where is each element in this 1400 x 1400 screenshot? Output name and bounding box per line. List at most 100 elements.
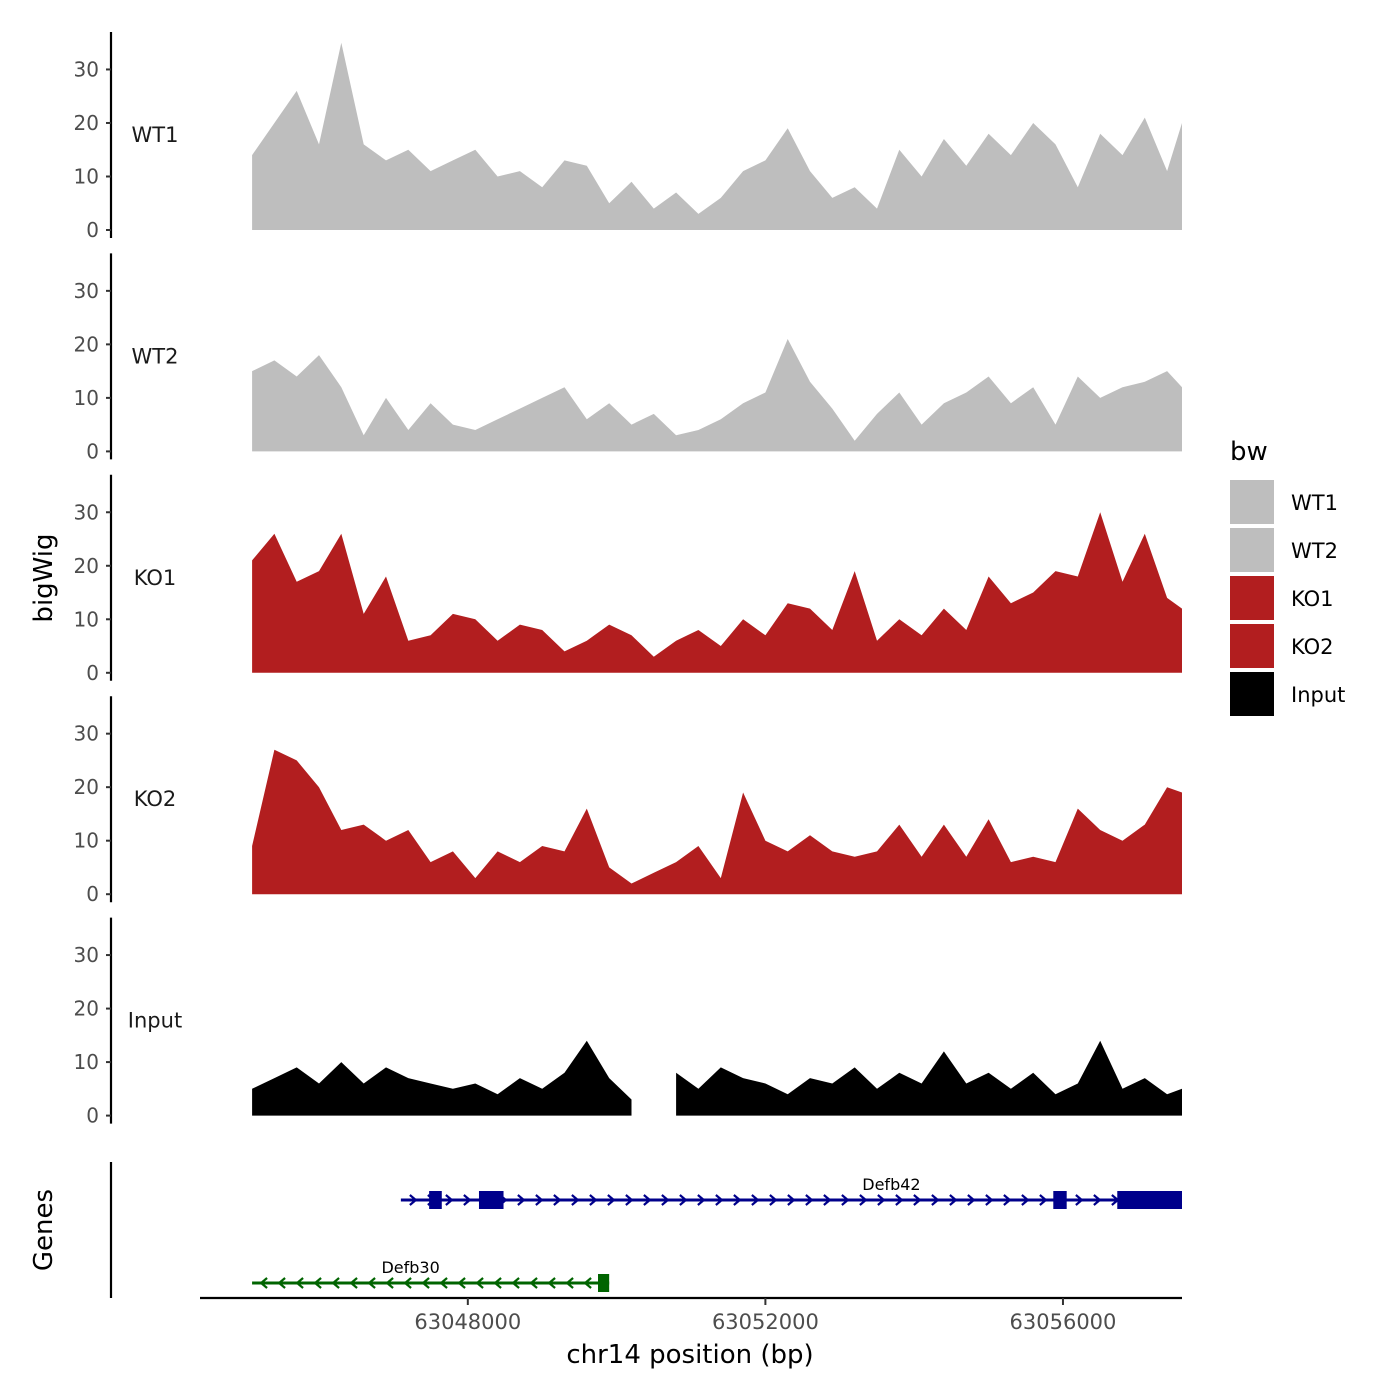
- strand-arrow: [859, 1194, 868, 1206]
- strand-arrow: [529, 1277, 538, 1289]
- legend-swatch: [1230, 480, 1274, 524]
- strand-arrow: [967, 1194, 976, 1206]
- gene-models: Defb42 Defb30: [252, 1175, 1182, 1292]
- track-wt2: 0 10 20 30 WT2: [74, 253, 1183, 463]
- track-label: WT1: [132, 123, 179, 147]
- y-tick-label: 30: [74, 722, 99, 746]
- y-tick-label: 30: [74, 279, 99, 303]
- legend: bw WT1 WT2 KO1 KO2 Input: [1230, 437, 1345, 716]
- track-label: WT2: [132, 344, 179, 368]
- strand-arrow: [733, 1194, 742, 1206]
- x-tick-label: 63048000: [414, 1310, 521, 1334]
- y-tick-label: 0: [86, 1104, 99, 1128]
- strand-arrow: [1093, 1194, 1102, 1206]
- strand-arrow: [583, 1277, 592, 1289]
- strand-arrow: [1039, 1194, 1048, 1206]
- strand-arrow: [679, 1194, 688, 1206]
- track-label: KO2: [134, 787, 177, 811]
- strand-arrow: [913, 1194, 922, 1206]
- gene-defb42: Defb42: [400, 1175, 1182, 1209]
- coverage-area: [676, 1040, 1182, 1116]
- y-tick-label: 0: [86, 661, 99, 685]
- track-label: Input: [128, 1009, 182, 1033]
- strand-arrow: [1003, 1194, 1012, 1206]
- legend-label: KO2: [1291, 635, 1334, 659]
- y-tick-label: 20: [74, 775, 99, 799]
- gene-exon: [478, 1191, 504, 1209]
- strand-arrow: [715, 1194, 724, 1206]
- y-tick-label: 30: [74, 943, 99, 967]
- strand-arrow: [571, 1194, 580, 1206]
- strand-arrow: [895, 1194, 904, 1206]
- strand-arrow: [367, 1277, 376, 1289]
- legend-label: WT2: [1291, 539, 1338, 563]
- y-tick-label: 30: [74, 57, 99, 81]
- strand-arrow: [565, 1277, 574, 1289]
- track-input: 0 10 20 30 Input: [74, 917, 1182, 1128]
- strand-arrow: [421, 1277, 430, 1289]
- gene-exon: [598, 1274, 610, 1292]
- legend-title: bw: [1230, 437, 1268, 467]
- y-tick-label: 30: [74, 500, 99, 524]
- coverage-area: [252, 42, 1183, 231]
- strand-arrow: [697, 1194, 706, 1206]
- strand-arrow: [841, 1194, 850, 1206]
- legend-swatch: [1230, 672, 1274, 716]
- strand-arrow: [985, 1194, 994, 1206]
- strand-arrow: [625, 1194, 634, 1206]
- strand-arrow: [805, 1194, 814, 1206]
- y-tick-label: 10: [74, 829, 99, 853]
- x-axis-title: chr14 position (bp): [566, 1340, 813, 1370]
- legend-swatch: [1230, 528, 1274, 572]
- coverage-area: [252, 1040, 632, 1116]
- legend-label: Input: [1291, 683, 1345, 707]
- strand-arrow: [535, 1194, 544, 1206]
- gene-label: Defb30: [381, 1258, 439, 1277]
- strand-arrow: [511, 1277, 520, 1289]
- coverage-tracks: 0 10 20 30 WT1 0 10 20 30 WT2 0 10 20 30 KO1 0 10 20 30 KO2…: [74, 32, 1183, 1128]
- strand-arrow: [931, 1194, 940, 1206]
- y-axis-title: bigWig: [29, 533, 59, 622]
- coverage-area: [252, 339, 1183, 452]
- y-tick-label: 0: [86, 439, 99, 463]
- strand-arrow: [751, 1194, 760, 1206]
- strand-arrow: [403, 1277, 412, 1289]
- gene-exon: [1053, 1191, 1067, 1209]
- strand-arrow: [949, 1194, 958, 1206]
- strand-arrow: [439, 1277, 448, 1289]
- y-tick-label: 20: [74, 111, 99, 135]
- legend-swatch: [1230, 576, 1274, 620]
- strand-arrow: [607, 1194, 616, 1206]
- strand-arrow: [493, 1277, 502, 1289]
- y-tick-label: 10: [74, 386, 99, 410]
- y-tick-label: 20: [74, 997, 99, 1021]
- genes-panel: Genes: [29, 1162, 113, 1298]
- x-tick-label: 63056000: [1010, 1310, 1117, 1334]
- strand-arrow: [457, 1277, 466, 1289]
- track-ko1: 0 10 20 30 KO1: [74, 474, 1183, 685]
- gene-exon: [429, 1191, 442, 1209]
- strand-arrow: [877, 1194, 886, 1206]
- strand-arrow: [547, 1277, 556, 1289]
- x-tick-label: 63052000: [712, 1310, 819, 1334]
- strand-arrow: [823, 1194, 832, 1206]
- strand-arrow: [295, 1277, 304, 1289]
- legend-label: WT1: [1291, 491, 1338, 515]
- strand-arrow: [463, 1194, 472, 1206]
- strand-arrow: [445, 1194, 454, 1206]
- strand-arrow: [475, 1277, 484, 1289]
- legend-swatch: [1230, 624, 1274, 668]
- genes-label: Genes: [29, 1189, 59, 1271]
- y-tick-label: 0: [86, 218, 99, 242]
- strand-arrow: [1075, 1194, 1084, 1206]
- coverage-area: [252, 749, 1183, 895]
- strand-arrow: [589, 1194, 598, 1206]
- strand-arrow: [313, 1277, 322, 1289]
- strand-arrow: [553, 1194, 562, 1206]
- strand-arrow: [661, 1194, 670, 1206]
- track-ko2: 0 10 20 30 KO2: [74, 696, 1183, 906]
- gene-label: Defb42: [862, 1175, 920, 1194]
- legend-label: KO1: [1291, 587, 1334, 611]
- strand-arrow: [769, 1194, 778, 1206]
